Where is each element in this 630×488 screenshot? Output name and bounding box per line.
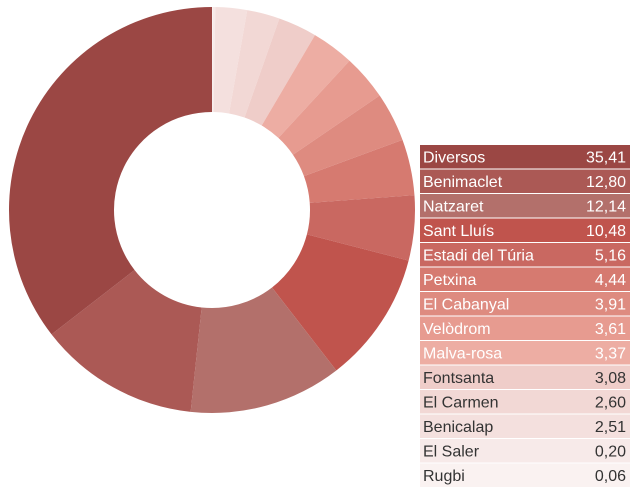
- legend-value: 3,37: [595, 345, 626, 362]
- legend-label: Fontsanta: [423, 370, 494, 387]
- legend-swatch: [420, 267, 630, 291]
- legend-value: 3,91: [595, 296, 626, 313]
- legend-label: Benicalap: [423, 419, 493, 436]
- slice: [244, 18, 316, 126]
- legend-value: 2,60: [595, 394, 626, 411]
- legend-label: Sant Lluís: [423, 223, 494, 240]
- legend-value: 0,20: [595, 443, 626, 460]
- legend-swatch: [420, 145, 630, 169]
- legend-value: 35,41: [586, 149, 626, 166]
- slice: [213, 7, 248, 114]
- legend-swatch: [420, 365, 630, 389]
- slice: [9, 6, 212, 335]
- slice: [278, 60, 380, 155]
- legend-value: 3,61: [595, 321, 626, 338]
- legend-label: El Carmen: [423, 394, 499, 411]
- slice: [212, 7, 213, 113]
- slice: [261, 35, 350, 138]
- legend-value: 10,48: [586, 223, 626, 240]
- legend-swatch: [420, 316, 630, 340]
- legend-label: Petxina: [423, 272, 476, 289]
- legend-label: El Saler: [423, 443, 480, 460]
- legend-swatch: [420, 414, 630, 438]
- slice: [303, 139, 415, 203]
- legend-swatch: [420, 218, 630, 242]
- legend-label: Velòdrom: [423, 321, 491, 338]
- legend-swatch: [420, 243, 630, 267]
- legend-value: 12,14: [586, 198, 626, 215]
- slice: [229, 10, 280, 118]
- legend-value: 3,08: [595, 370, 626, 387]
- legend-label: Rugbi: [423, 468, 465, 485]
- legend-value: 12,80: [586, 174, 626, 191]
- legend-label: Diversos: [423, 149, 485, 166]
- slice: [190, 287, 337, 413]
- legend-swatch: [420, 169, 630, 193]
- legend-label: Natzaret: [423, 198, 484, 215]
- legend-value: 5,16: [595, 247, 626, 264]
- legend-label: Estadi del Túria: [423, 247, 534, 264]
- legend-value: 0,06: [595, 468, 626, 485]
- legend-swatch: [420, 390, 630, 414]
- legend-swatch: [420, 194, 630, 218]
- legend-value: 4,44: [595, 272, 626, 289]
- slice: [272, 234, 409, 371]
- slice: [306, 195, 415, 261]
- legend-label: El Cabanyal: [423, 296, 509, 313]
- legend-label: Benimaclet: [423, 174, 503, 191]
- slice: [51, 270, 202, 412]
- legend-swatch: [420, 439, 630, 463]
- legend-swatch: [420, 463, 630, 487]
- slice: [292, 95, 403, 177]
- legend-value: 2,51: [595, 419, 626, 436]
- legend-swatch: [420, 341, 630, 365]
- slice: [212, 7, 216, 113]
- legend-swatch: [420, 292, 630, 316]
- legend-label: Malva-rosa: [423, 345, 502, 362]
